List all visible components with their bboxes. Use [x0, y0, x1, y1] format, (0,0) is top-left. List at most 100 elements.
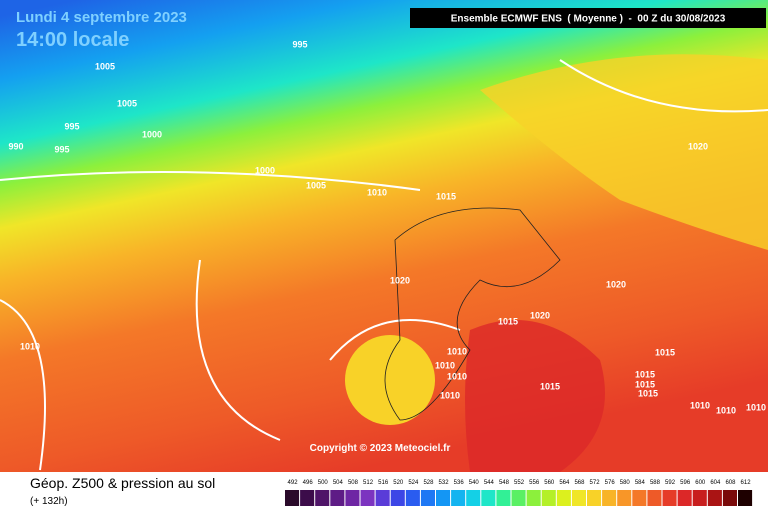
scale-swatch: [330, 490, 345, 506]
scale-label: 492: [288, 480, 299, 486]
scale-label: 588: [650, 480, 661, 486]
scale-swatch: [420, 490, 435, 506]
scale-label: 596: [680, 480, 691, 486]
scale-swatch: [436, 490, 451, 506]
scale-swatch: [511, 490, 526, 506]
scale-swatch: [285, 490, 300, 506]
scale-label: 556: [529, 480, 540, 486]
scale-swatch: [738, 490, 753, 506]
scale-label: 508: [348, 480, 359, 486]
isobar-label: 1015: [498, 316, 518, 326]
scale-label: 580: [620, 480, 631, 486]
isobar-label: 1010: [716, 405, 736, 415]
scale-label: 552: [514, 480, 525, 486]
isobar-label: 1010: [690, 400, 710, 410]
field-med: [465, 320, 605, 472]
scale-swatch: [707, 490, 722, 506]
isobar-label: 1020: [390, 275, 410, 285]
scale-label: 576: [605, 480, 616, 486]
isobar-label: 1010: [435, 360, 455, 370]
isobar-label: 1015: [655, 347, 675, 357]
isobar-label: 1015: [638, 388, 658, 398]
isobar-label: 1020: [530, 310, 550, 320]
scale-swatch: [602, 490, 617, 506]
isobar-label: 1015: [436, 191, 456, 201]
color-scale: 492 496 500 504 508 512 516 520 524 528 532 536 540 5…: [285, 480, 753, 506]
scale-swatch: [405, 490, 420, 506]
scale-swatch: [345, 490, 360, 506]
scale-label: 516: [378, 480, 389, 486]
isobar-label: 995: [54, 144, 69, 154]
scale-label: 524: [408, 480, 419, 486]
scale-label: 592: [665, 480, 676, 486]
isobar-labels: 995 1005 1005 995 1000 990 995 1000 1005 1010 1015…: [8, 39, 766, 415]
legend-lead: (+ 132h): [30, 496, 68, 507]
scale-swatch: [466, 490, 481, 506]
scale-label: 568: [574, 480, 585, 486]
isobar-label: 1015: [635, 369, 655, 379]
isobar-label: 1010: [447, 371, 467, 381]
scale-swatch: [496, 490, 511, 506]
scale-label: 532: [439, 480, 450, 486]
scale-label: 560: [544, 480, 555, 486]
isobar-label: 1000: [255, 165, 275, 175]
field-north: [480, 54, 768, 251]
time: 14:00 locale: [16, 29, 129, 51]
scale-label: 504: [333, 480, 344, 486]
isobar-label: 1000: [142, 129, 162, 139]
model: Ensemble ECMWF ENS ( Moyenne ) - 00 Z du…: [451, 14, 726, 25]
scale-swatch: [315, 490, 330, 506]
scale-label: 600: [695, 480, 706, 486]
scale-swatch: [375, 490, 390, 506]
scale-swatch: [587, 490, 602, 506]
scale-swatch: [556, 490, 571, 506]
model-box: [410, 8, 766, 28]
scale-swatch: [451, 490, 466, 506]
scale-label: 540: [469, 480, 480, 486]
isobar-line: [0, 59, 768, 471]
scale-swatch: [541, 490, 556, 506]
isobar-label: 990: [8, 141, 23, 151]
isobar-label: 1010: [440, 390, 460, 400]
scale-swatch: [390, 490, 405, 506]
isobar-label: 1010: [367, 187, 387, 197]
isobar-label: 1005: [117, 98, 137, 108]
date: Lundi 4 septembre 2023: [16, 9, 187, 26]
scale-swatch: [481, 490, 496, 506]
field-iberia: [345, 335, 435, 425]
isobar-label: 1005: [95, 61, 115, 71]
scale-swatch: [647, 490, 662, 506]
isobar-label: 1010: [20, 341, 40, 351]
scale-label: 528: [423, 480, 434, 486]
isobar-label: 1010: [447, 346, 467, 356]
scale-swatch: [677, 490, 692, 506]
scale-swatch: [722, 490, 737, 506]
scale-swatch: [617, 490, 632, 506]
isobar-label: 1020: [606, 279, 626, 289]
isobar-label: 995: [64, 121, 79, 131]
scale-label: 536: [454, 480, 465, 486]
isobar-label: 1015: [540, 381, 560, 391]
isobar-label: 1015: [635, 379, 655, 389]
scale-label: 544: [484, 480, 495, 486]
scale-swatch: [662, 490, 677, 506]
scale-label: 548: [499, 480, 510, 486]
scale-swatch: [360, 490, 375, 506]
isobar-label: 995: [292, 39, 307, 49]
scale-swatch: [692, 490, 707, 506]
scale-swatch: [300, 490, 315, 506]
scale-label: 520: [393, 480, 404, 486]
scale-label: 612: [741, 480, 752, 486]
scale-label: 604: [710, 480, 721, 486]
isobar-label: 1010: [746, 402, 766, 412]
scale-swatch: [526, 490, 541, 506]
scale-label: 512: [363, 480, 374, 486]
scale-label: 500: [318, 480, 329, 486]
legend-title: Géop. Z500 & pression au sol: [30, 475, 215, 491]
coastline: [384, 207, 561, 421]
copyright: Copyright © 2023 Meteociel.fr: [310, 443, 451, 454]
isobar-label: 1005: [306, 180, 326, 190]
scale-swatch: [571, 490, 586, 506]
